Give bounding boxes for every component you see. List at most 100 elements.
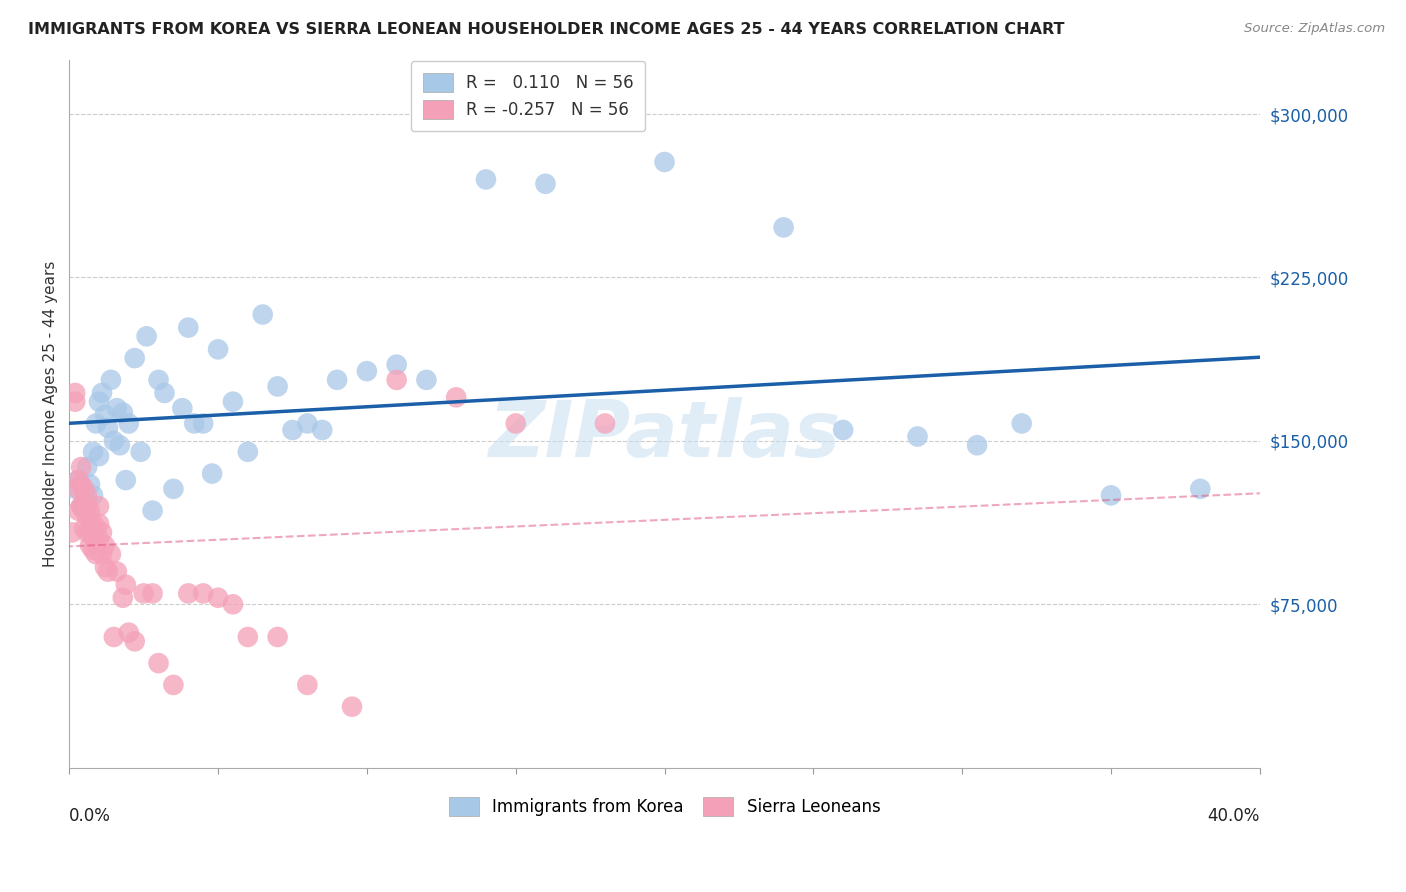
Point bbox=[87, 449, 110, 463]
Point bbox=[84, 417, 107, 431]
Point bbox=[222, 597, 245, 611]
Point bbox=[73, 495, 96, 509]
Point bbox=[73, 483, 96, 498]
Point bbox=[67, 503, 90, 517]
Text: ZIPatlas: ZIPatlas bbox=[488, 397, 841, 473]
Point bbox=[67, 473, 90, 487]
Point bbox=[91, 547, 114, 561]
Point bbox=[222, 394, 245, 409]
Point bbox=[311, 423, 333, 437]
Point bbox=[148, 656, 170, 670]
Point bbox=[87, 532, 110, 546]
Point bbox=[193, 417, 215, 431]
Point bbox=[172, 401, 194, 416]
Point bbox=[534, 177, 557, 191]
Point bbox=[593, 417, 616, 431]
Text: 0.0%: 0.0% bbox=[69, 806, 111, 824]
Point bbox=[105, 401, 128, 416]
Point bbox=[415, 373, 437, 387]
Point bbox=[100, 547, 122, 561]
Point bbox=[73, 482, 96, 496]
Point bbox=[76, 500, 98, 514]
Point bbox=[153, 386, 176, 401]
Point bbox=[1099, 488, 1122, 502]
Point bbox=[1011, 417, 1033, 431]
Point bbox=[70, 500, 93, 514]
Point bbox=[201, 467, 224, 481]
Y-axis label: Householder Income Ages 25 - 44 years: Householder Income Ages 25 - 44 years bbox=[44, 260, 58, 566]
Point bbox=[266, 630, 288, 644]
Point bbox=[94, 560, 117, 574]
Point bbox=[67, 482, 90, 496]
Point bbox=[111, 591, 134, 605]
Point bbox=[148, 373, 170, 387]
Point bbox=[183, 417, 205, 431]
Point bbox=[73, 503, 96, 517]
Point bbox=[87, 516, 110, 531]
Point bbox=[63, 482, 86, 496]
Point bbox=[207, 343, 229, 357]
Point bbox=[118, 625, 141, 640]
Point bbox=[79, 503, 101, 517]
Point bbox=[118, 417, 141, 431]
Point bbox=[82, 488, 104, 502]
Text: IMMIGRANTS FROM KOREA VS SIERRA LEONEAN HOUSEHOLDER INCOME AGES 25 - 44 YEARS CO: IMMIGRANTS FROM KOREA VS SIERRA LEONEAN … bbox=[28, 22, 1064, 37]
Point bbox=[76, 510, 98, 524]
Point bbox=[84, 547, 107, 561]
Point bbox=[79, 521, 101, 535]
Point bbox=[91, 525, 114, 540]
Point bbox=[966, 438, 988, 452]
Point bbox=[326, 373, 349, 387]
Point bbox=[297, 417, 319, 431]
Point bbox=[76, 525, 98, 540]
Point bbox=[79, 477, 101, 491]
Point bbox=[129, 444, 152, 458]
Point bbox=[772, 220, 794, 235]
Point bbox=[281, 423, 304, 437]
Point bbox=[340, 699, 363, 714]
Point bbox=[82, 530, 104, 544]
Point bbox=[297, 678, 319, 692]
Point bbox=[475, 172, 498, 186]
Point bbox=[162, 678, 184, 692]
Point bbox=[162, 482, 184, 496]
Point bbox=[385, 358, 408, 372]
Point bbox=[103, 434, 125, 448]
Point bbox=[76, 495, 98, 509]
Point bbox=[1189, 482, 1212, 496]
Point bbox=[84, 521, 107, 535]
Point bbox=[103, 630, 125, 644]
Point bbox=[87, 394, 110, 409]
Point bbox=[207, 591, 229, 605]
Point bbox=[142, 586, 165, 600]
Text: Source: ZipAtlas.com: Source: ZipAtlas.com bbox=[1244, 22, 1385, 36]
Point bbox=[82, 444, 104, 458]
Point bbox=[82, 516, 104, 531]
Point bbox=[97, 421, 120, 435]
Point bbox=[132, 586, 155, 600]
Point bbox=[97, 565, 120, 579]
Point bbox=[60, 525, 83, 540]
Point bbox=[124, 351, 146, 365]
Point bbox=[105, 565, 128, 579]
Point bbox=[67, 473, 90, 487]
Point bbox=[236, 630, 259, 644]
Point bbox=[79, 539, 101, 553]
Point bbox=[70, 460, 93, 475]
Point bbox=[907, 429, 929, 443]
Point bbox=[252, 308, 274, 322]
Point bbox=[70, 500, 93, 514]
Point bbox=[63, 386, 86, 401]
Point bbox=[654, 155, 676, 169]
Point bbox=[63, 394, 86, 409]
Point bbox=[114, 473, 136, 487]
Point bbox=[193, 586, 215, 600]
Point bbox=[236, 444, 259, 458]
Point bbox=[76, 460, 98, 475]
Point bbox=[100, 373, 122, 387]
Point bbox=[108, 438, 131, 452]
Text: 40.0%: 40.0% bbox=[1208, 806, 1260, 824]
Point bbox=[76, 488, 98, 502]
Point bbox=[87, 500, 110, 514]
Point bbox=[266, 379, 288, 393]
